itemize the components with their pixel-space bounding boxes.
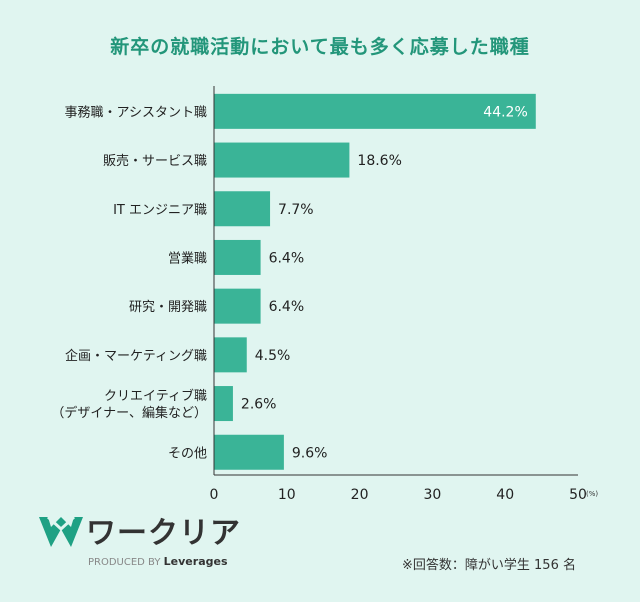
- x-unit-label: (%): [586, 490, 598, 498]
- category-label: IT エンジニア職: [113, 203, 207, 218]
- value-label: 6.4%: [269, 299, 305, 315]
- respondent-note: ※回答数：障がい学生 156 名: [402, 558, 576, 573]
- brand-name: ワークリア: [86, 516, 241, 551]
- category-label: 事務職・アシスタント職: [65, 105, 207, 120]
- value-label: 6.4%: [269, 250, 305, 266]
- value-label: 4.5%: [255, 348, 291, 364]
- value-label: 2.6%: [241, 397, 277, 413]
- value-label: 7.7%: [278, 202, 314, 218]
- bar: [214, 93, 536, 129]
- x-tick-label: 10: [278, 487, 296, 503]
- value-label: 44.2%: [483, 104, 527, 120]
- category-label: 営業職: [168, 250, 207, 266]
- x-tick-label: 20: [351, 487, 369, 503]
- bar: [214, 239, 261, 275]
- bar: [214, 386, 233, 422]
- category-label: 企画・マーケティング職: [65, 348, 207, 364]
- x-tick-label: 50: [569, 487, 587, 503]
- x-tick-label: 40: [496, 487, 514, 503]
- company-name: Leverages: [163, 555, 228, 568]
- workclear-logo-icon: [39, 515, 83, 547]
- x-tick-label: 30: [423, 487, 441, 503]
- bar: [214, 191, 271, 227]
- bar: [214, 142, 350, 178]
- category-label: クリエイティブ職: [104, 388, 207, 404]
- bar: [214, 434, 284, 470]
- chart-title: 新卒の就職活動において最も多く応募した職種: [110, 36, 530, 58]
- category-label: 研究・開発職: [129, 300, 207, 315]
- bar: [214, 288, 261, 324]
- produced-by: PRODUCED BY Leverages: [88, 555, 228, 568]
- bar: [214, 337, 247, 373]
- value-label: 9.6%: [292, 445, 328, 461]
- category-label: 販売・サービス職: [103, 153, 207, 169]
- bar-chart: 44.2% 事務職・アシスタント職 18.6% 販売・サービス職 7.7% IT エンジニ…: [51, 86, 598, 503]
- category-label: （デザイナー、編集など）: [51, 405, 207, 421]
- category-label: その他: [168, 446, 207, 461]
- produced-by-label: PRODUCED BY: [88, 557, 161, 568]
- x-tick-label: 0: [210, 487, 219, 503]
- value-label: 18.6%: [357, 153, 401, 169]
